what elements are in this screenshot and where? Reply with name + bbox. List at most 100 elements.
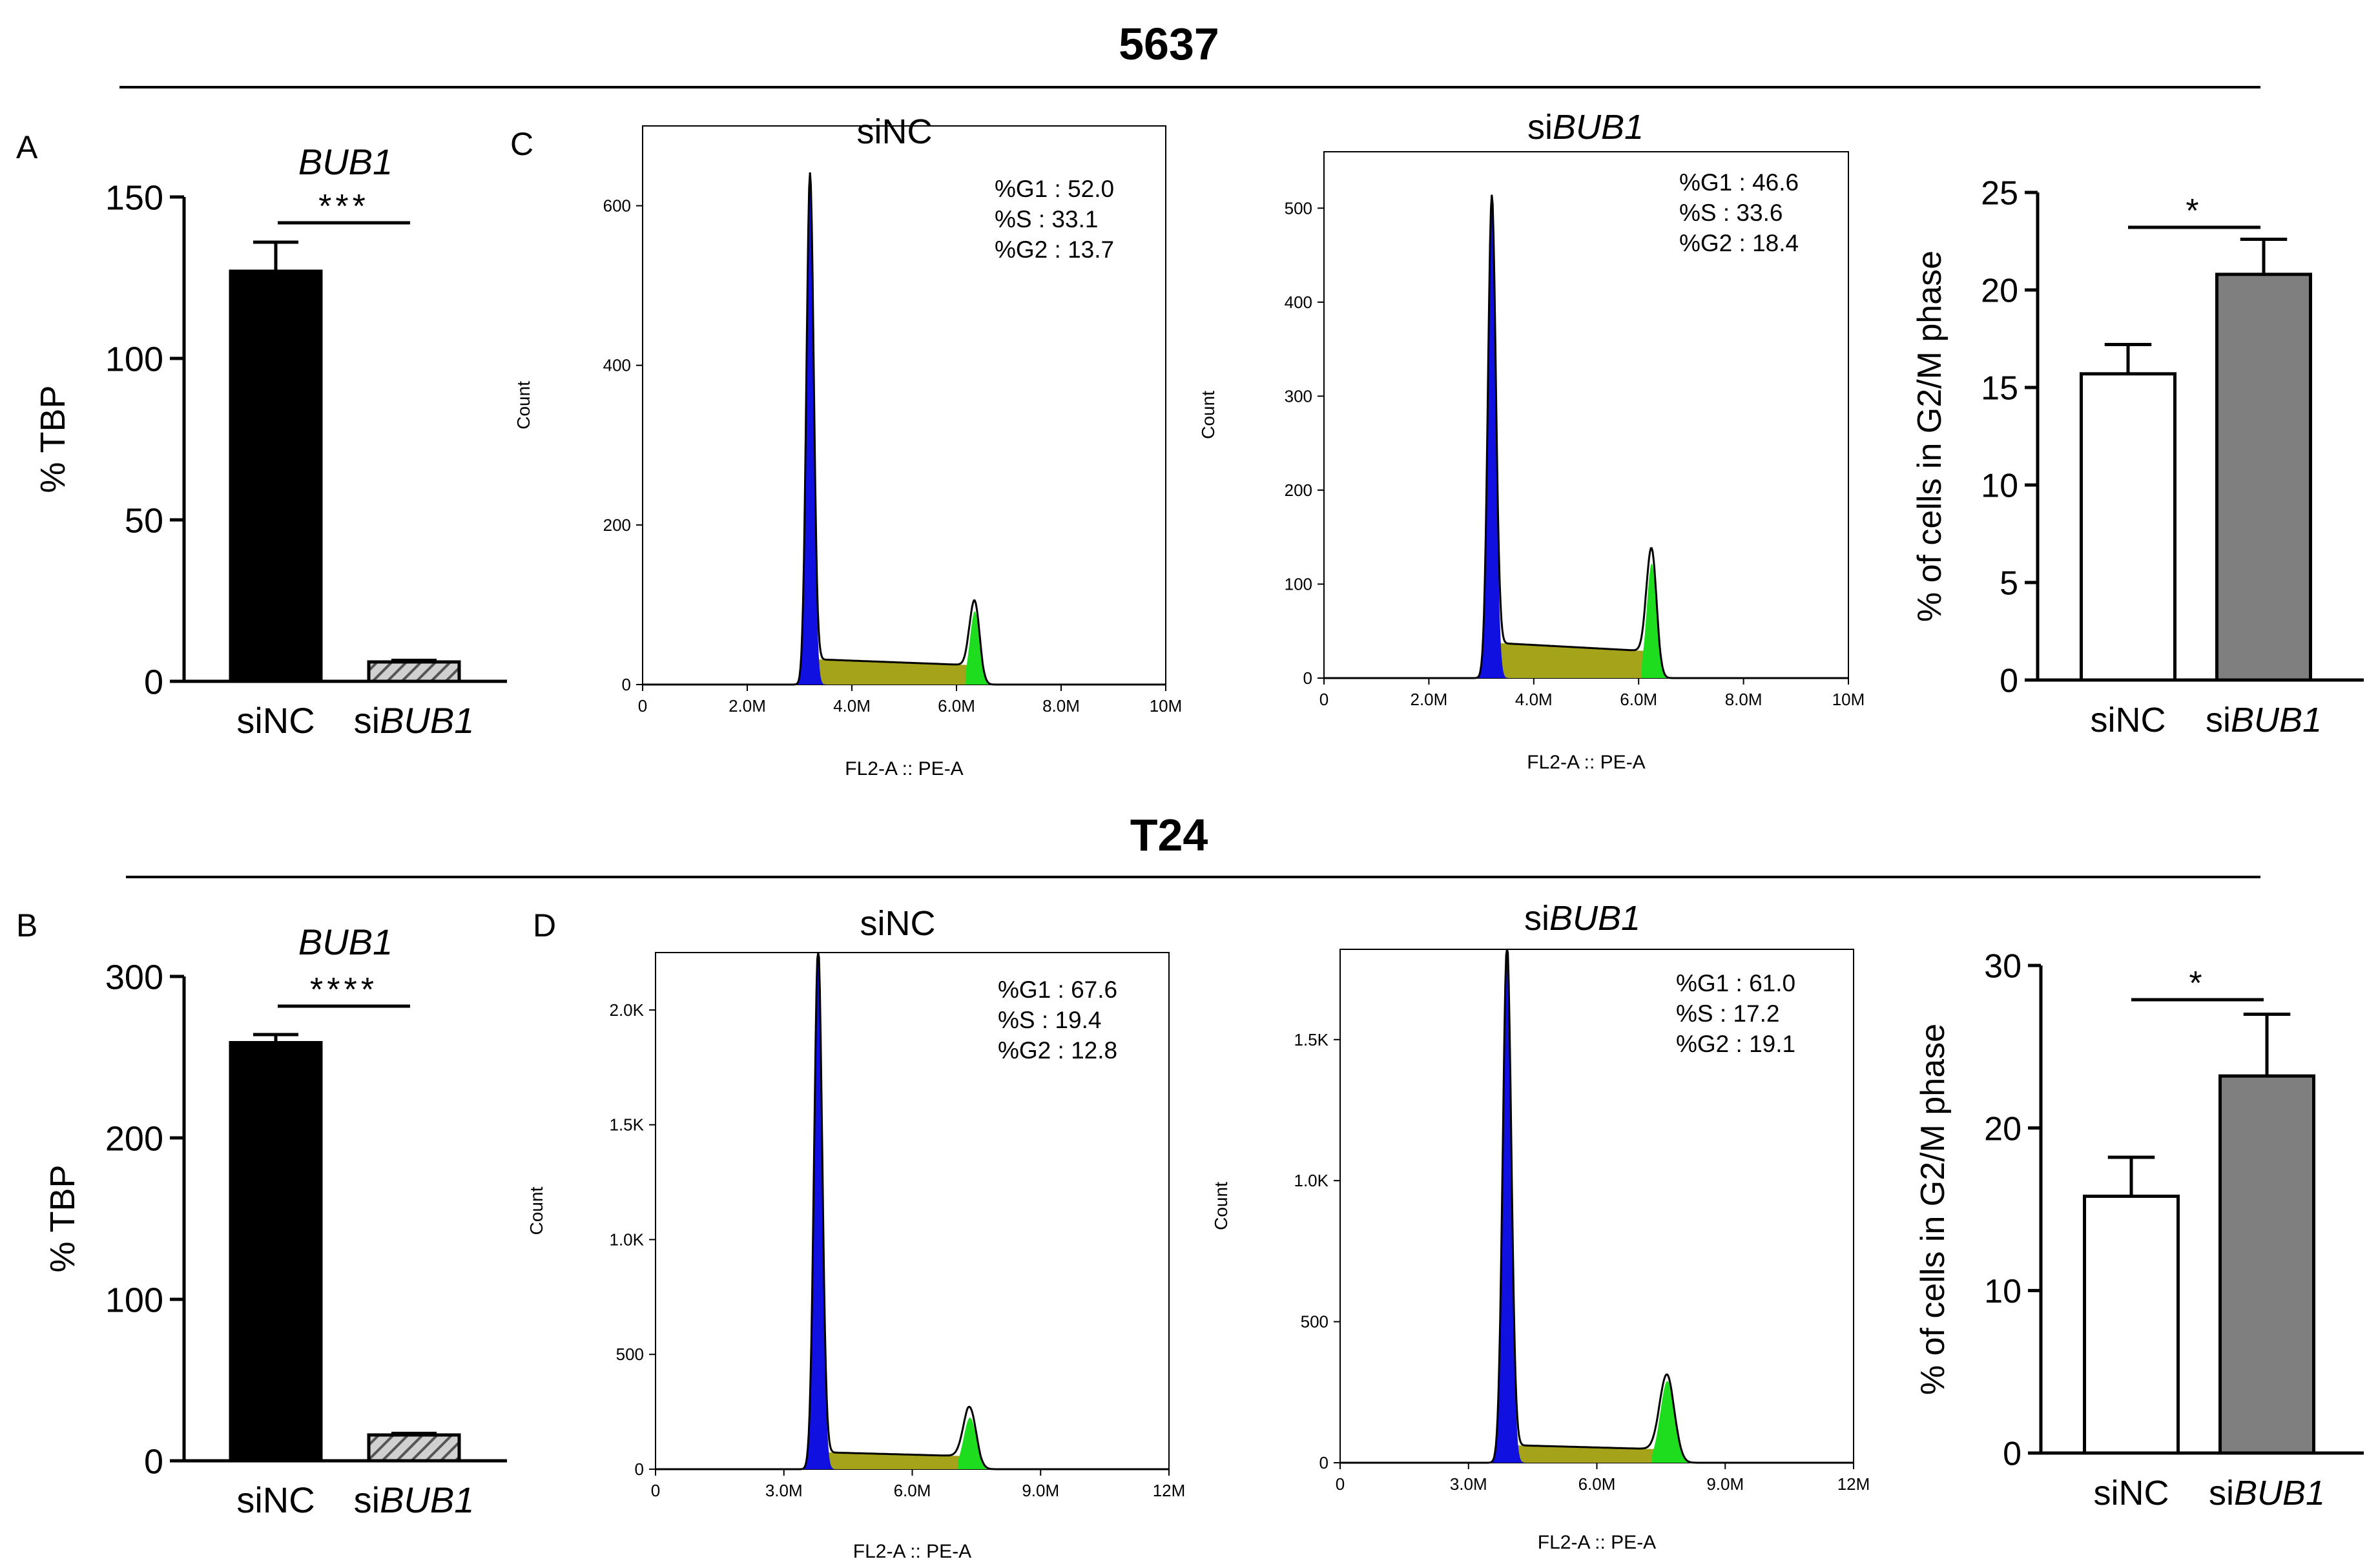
- x-tick-label-name: BUB1: [380, 1480, 474, 1520]
- phase-stat: %S : 33.6: [1679, 200, 1783, 226]
- s-phase-area: [643, 659, 1166, 685]
- x-tick-label-name: BUB1: [2231, 701, 2322, 739]
- chart-title: BUB1: [298, 141, 393, 182]
- bar-sinc: [229, 269, 323, 683]
- x-tick-label: 6.0M: [1620, 690, 1657, 709]
- y-tick-label: 200: [1285, 480, 1312, 500]
- histogram-title-prefix: si: [860, 904, 885, 943]
- y-tick-label: 20: [1984, 1110, 2021, 1148]
- bar-sinc: [2083, 1194, 2180, 1455]
- x-tick-label: 6.0M: [938, 696, 975, 716]
- x-tick-label: 8.0M: [1042, 696, 1080, 716]
- histogram-title: siNC: [860, 904, 936, 943]
- phase-stat: %G1 : 67.6: [998, 976, 1117, 1003]
- histogram-title-prefix: si: [1524, 899, 1549, 938]
- s-phase-area: [1340, 1445, 1854, 1463]
- panel-letter-b: B: [16, 907, 37, 944]
- y-tick-label: 0: [635, 1460, 644, 1479]
- y-tick-label: 500: [1301, 1312, 1329, 1332]
- phase-stat: %G1 : 61.0: [1676, 970, 1795, 996]
- x-tick-label: 12M: [1153, 1481, 1186, 1500]
- phase-stat: %G2 : 18.4: [1679, 230, 1799, 256]
- x-tick-label: siBUB1: [354, 700, 475, 741]
- bar-sibub1: [367, 660, 461, 683]
- x-tick-label: siBUB1: [354, 1480, 475, 1520]
- histogram-outline: [643, 172, 1166, 686]
- bar-sibub1: [2215, 273, 2312, 682]
- histogram-outline: [1324, 194, 1848, 679]
- y-tick-label: 0: [1303, 668, 1312, 688]
- x-tick-label: 9.0M: [1706, 1474, 1744, 1494]
- phase-stat: %S : 17.2: [1676, 1000, 1779, 1027]
- x-tick-label: 0: [651, 1481, 660, 1500]
- x-tick-label-prefix: si: [354, 700, 380, 741]
- histogram-outline: [656, 952, 1169, 1470]
- x-tick-label: 3.0M: [1450, 1474, 1487, 1494]
- y-tick-label: 150: [105, 178, 163, 217]
- histogram-title-name: NC: [882, 112, 933, 151]
- x-tick-label-prefix: si: [2091, 701, 2116, 739]
- significance-stars: ****: [310, 971, 378, 1009]
- x-axis-label: FL2-A :: PE-A: [1527, 752, 1645, 773]
- histogram-outline: [1340, 949, 1854, 1464]
- y-tick-label: 0: [2003, 1436, 2021, 1473]
- y-axis-label: % TBP: [43, 1164, 82, 1272]
- significance-stars: ***: [318, 188, 369, 225]
- x-tick-label: siNC: [236, 1480, 315, 1520]
- section-title-5637: 5637: [1119, 19, 1219, 69]
- x-axis-label: FL2-A :: PE-A: [845, 758, 963, 779]
- y-axis-label: Count: [526, 1186, 546, 1235]
- histogram-title-name: BUB1: [1553, 108, 1644, 147]
- section-title-t24: T24: [1130, 810, 1208, 860]
- y-tick-label: 0: [144, 1442, 163, 1481]
- y-axis-label: % TBP: [34, 385, 72, 493]
- x-tick-label: 0: [638, 696, 647, 716]
- histogram-title-name: NC: [885, 904, 936, 943]
- y-tick-label: 10: [1981, 468, 2018, 505]
- chart-title: BUB1: [298, 922, 393, 962]
- y-tick-label: 0: [622, 675, 631, 694]
- significance-stars: *: [2186, 192, 2202, 230]
- s-phase-area: [1324, 643, 1848, 678]
- histogram-title: siBUB1: [1527, 108, 1644, 147]
- x-tick-label: 4.0M: [1515, 690, 1553, 709]
- histogram-title-prefix: si: [857, 112, 882, 151]
- y-tick-label: 50: [125, 501, 163, 540]
- x-tick-label: 3.0M: [765, 1481, 803, 1500]
- y-tick-label: 1.5K: [1294, 1030, 1329, 1049]
- x-tick-label-name: NC: [2116, 701, 2166, 739]
- y-tick-label: 100: [105, 1281, 163, 1319]
- x-tick-label: 6.0M: [894, 1481, 931, 1500]
- x-tick-label: 2.0M: [1410, 690, 1447, 709]
- y-axis-label: % of cells in G2/M phase: [1914, 1024, 1952, 1395]
- y-tick-label: 1.0K: [610, 1230, 645, 1249]
- x-tick-label: siBUB1: [2206, 701, 2322, 739]
- x-tick-label: 8.0M: [1725, 690, 1763, 709]
- phase-stat: %S : 19.4: [998, 1007, 1101, 1033]
- histogram-title-name: BUB1: [1549, 899, 1640, 938]
- x-tick-label: siNC: [236, 700, 315, 741]
- histogram-title: siBUB1: [1524, 899, 1640, 938]
- phase-stat: %G1 : 52.0: [995, 176, 1114, 202]
- y-tick-label: 0: [1319, 1453, 1329, 1472]
- y-tick-label: 0: [2000, 663, 2018, 700]
- histogram-title: siNC: [857, 112, 933, 151]
- x-tick-label: 2.0M: [729, 696, 766, 716]
- g1-peak-area: [1324, 208, 1848, 678]
- phase-stat: %G2 : 12.8: [998, 1037, 1117, 1064]
- y-tick-label: 100: [1285, 574, 1312, 593]
- x-tick-label: 4.0M: [833, 696, 871, 716]
- histogram-title-prefix: si: [1527, 108, 1553, 147]
- y-tick-label: 20: [1981, 273, 2018, 310]
- x-tick-label: 0: [1319, 690, 1329, 709]
- y-tick-label: 300: [105, 958, 163, 996]
- x-tick-label: 0: [1336, 1474, 1345, 1494]
- y-tick-label: 1.5K: [610, 1115, 645, 1135]
